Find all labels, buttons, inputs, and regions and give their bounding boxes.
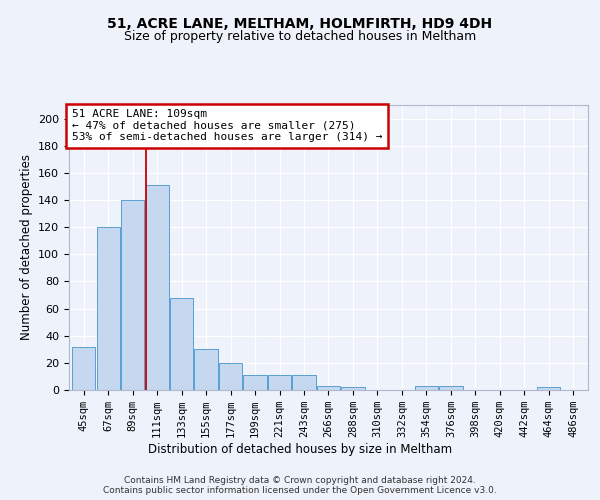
Bar	[292, 375, 316, 390]
Text: Size of property relative to detached houses in Meltham: Size of property relative to detached ho…	[124, 30, 476, 43]
Text: 51 ACRE LANE: 109sqm
← 47% of detached houses are smaller (275)
53% of semi-deta: 51 ACRE LANE: 109sqm ← 47% of detached h…	[71, 110, 382, 142]
Bar	[537, 388, 560, 390]
Text: 51, ACRE LANE, MELTHAM, HOLMFIRTH, HD9 4DH: 51, ACRE LANE, MELTHAM, HOLMFIRTH, HD9 4…	[107, 18, 493, 32]
Y-axis label: Number of detached properties: Number of detached properties	[20, 154, 32, 340]
Bar	[194, 350, 218, 390]
Bar	[97, 227, 120, 390]
Bar	[341, 388, 365, 390]
Bar	[439, 386, 463, 390]
Bar	[121, 200, 144, 390]
Bar	[170, 298, 193, 390]
Bar	[415, 386, 438, 390]
Text: Distribution of detached houses by size in Meltham: Distribution of detached houses by size …	[148, 442, 452, 456]
Bar	[244, 375, 266, 390]
Bar	[219, 363, 242, 390]
Bar	[268, 375, 291, 390]
Bar	[146, 185, 169, 390]
Bar	[72, 346, 95, 390]
Text: Contains HM Land Registry data © Crown copyright and database right 2024.
Contai: Contains HM Land Registry data © Crown c…	[103, 476, 497, 495]
Bar	[317, 386, 340, 390]
